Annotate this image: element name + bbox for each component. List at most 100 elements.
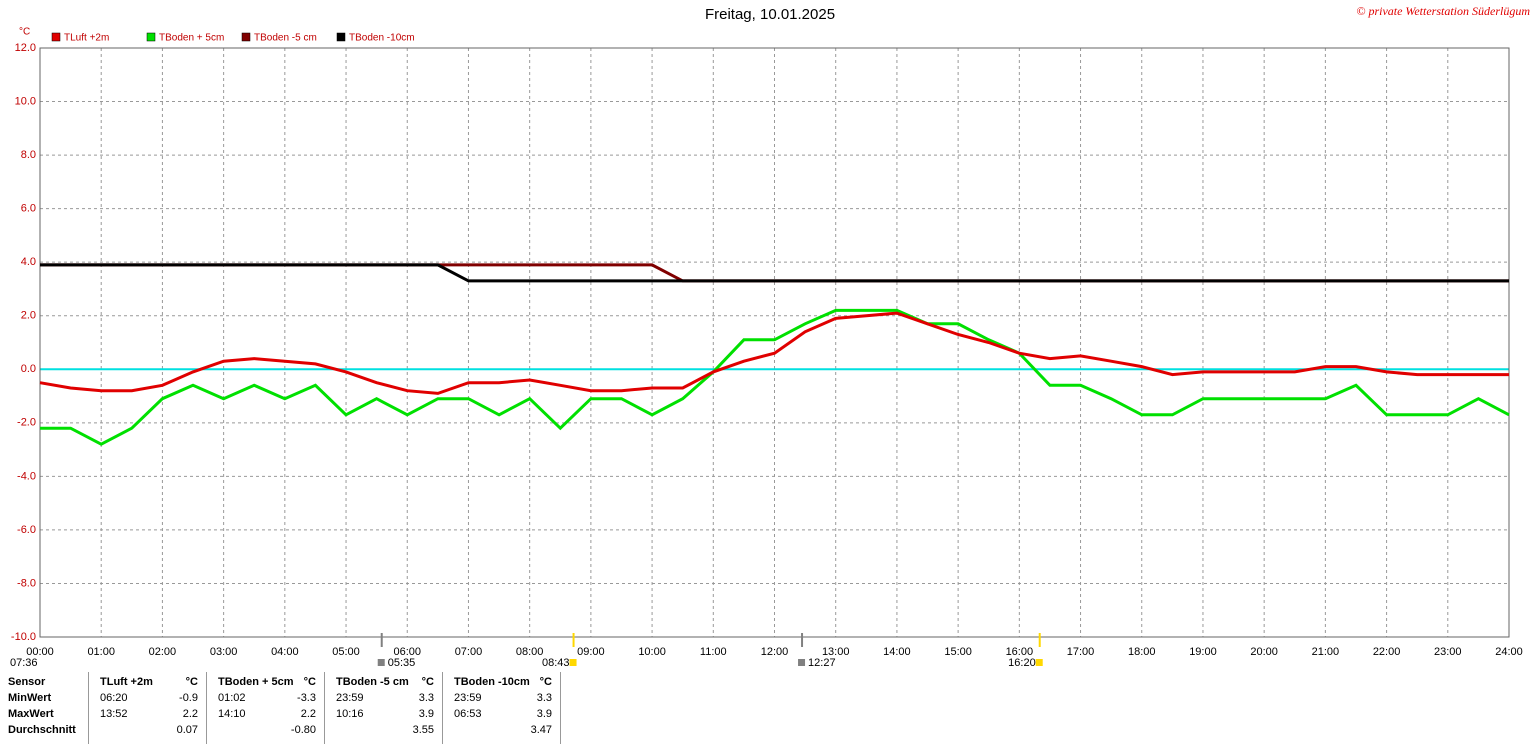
- event-label: 05:35: [388, 657, 416, 669]
- series-line: [40, 308, 1510, 446]
- x-tick-label: 08:00: [516, 646, 544, 658]
- stats-table: Sensor TLuft +2m °C TBoden + 5cm °C TBoden -5…: [0, 672, 562, 744]
- table-cell: °C: [185, 676, 198, 688]
- chart: Freitag, 10.01.2025 © private Wetterstat…: [10, 4, 1530, 669]
- chart-title: Freitag, 10.01.2025: [705, 6, 835, 23]
- table-cell: 01:02: [218, 692, 246, 704]
- table-divider: [324, 672, 325, 744]
- table-cell: 3.9: [536, 708, 552, 720]
- table-cell: 23:59: [454, 692, 482, 704]
- x-tick-label: 07:00: [455, 646, 483, 658]
- table-divider: [560, 672, 561, 744]
- table-divider: [206, 672, 207, 744]
- table-cell: MinWert: [8, 692, 52, 704]
- table-cell: 3.47: [530, 724, 552, 736]
- copyright: © private Wetterstation Süderlügum: [1356, 4, 1530, 18]
- event-label: 12:27: [808, 657, 836, 669]
- table-cell: -0.80: [290, 724, 316, 736]
- table-cell: 3.55: [412, 724, 434, 736]
- y-tick-label: 4.0: [21, 256, 36, 268]
- x-tick-label: 13:00: [822, 646, 850, 658]
- table-divider: [88, 672, 89, 744]
- table-cell: 06:20: [100, 692, 128, 704]
- x-tick-label: 21:00: [1312, 646, 1340, 658]
- table-cell: 23:59: [336, 692, 364, 704]
- y-tick-label: 6.0: [21, 203, 36, 215]
- x-tick-label: 10:00: [638, 646, 666, 658]
- legend-swatch: [336, 32, 346, 42]
- y-tick-label: -4.0: [17, 470, 36, 482]
- legend-swatch: [146, 32, 156, 42]
- table-cell: -0.9: [179, 692, 198, 704]
- series-line: [40, 263, 1509, 283]
- x-tick-label: 00:00: [26, 646, 54, 658]
- x-tick-label: 24:00: [1495, 646, 1523, 658]
- y-tick-label: 8.0: [21, 149, 36, 161]
- x-tick-label: 16:00: [1006, 646, 1034, 658]
- x-tick-label: 20:00: [1250, 646, 1278, 658]
- y-unit: °C: [19, 27, 30, 38]
- x-tick-label: 01:00: [87, 646, 115, 658]
- table-divider: [442, 672, 443, 744]
- table-cell: 2.2: [300, 708, 316, 720]
- table-cell: TBoden -5 cm: [336, 676, 409, 688]
- table-cell: Sensor: [8, 676, 46, 688]
- event-icon: [569, 659, 577, 666]
- table-cell: °C: [539, 676, 552, 688]
- x-tick-label: 19:00: [1189, 646, 1217, 658]
- table-cell: 3.9: [418, 708, 434, 720]
- table-cell: 13:52: [100, 708, 128, 720]
- table-cell: 2.2: [182, 708, 198, 720]
- x-tick-label: 03:00: [210, 646, 238, 658]
- x-tick-label: 17:00: [1067, 646, 1095, 658]
- y-tick-label: -10.0: [11, 631, 36, 643]
- y-tick-label: 0.0: [21, 363, 36, 375]
- x-tick-label: 04:00: [271, 646, 299, 658]
- x-tick-label: 22:00: [1373, 646, 1401, 658]
- event-label: 16:20: [1008, 657, 1036, 669]
- x-tick-label: 06:00: [393, 646, 421, 658]
- table-cell: 0.07: [176, 724, 198, 736]
- left-note: 07:36: [10, 657, 38, 669]
- table-cell: °C: [303, 676, 316, 688]
- event-label: 08:43: [542, 657, 570, 669]
- y-tick-label: -8.0: [17, 577, 36, 589]
- event-icon: [377, 659, 385, 666]
- series-line: [39, 311, 1509, 395]
- event-icon: [1035, 659, 1043, 666]
- y-tick-label: -2.0: [17, 417, 36, 429]
- legend-label: TBoden + 5cm: [159, 33, 224, 44]
- table-cell: TLuft +2m: [100, 676, 153, 688]
- y-tick-label: 2.0: [21, 310, 36, 322]
- legend-label: TLuft +2m: [64, 33, 109, 44]
- table-cell: TBoden + 5cm: [218, 676, 294, 688]
- table-cell: 3.3: [536, 692, 552, 704]
- x-tick-label: 05:00: [332, 646, 360, 658]
- y-tick-label: 10.0: [15, 95, 36, 107]
- table-cell: Durchschnitt: [8, 724, 76, 736]
- table-cell: 10:16: [336, 708, 364, 720]
- table-cell: 06:53: [454, 708, 482, 720]
- table-cell: 14:10: [218, 708, 246, 720]
- x-tick-label: 18:00: [1128, 646, 1156, 658]
- x-tick-label: 02:00: [149, 646, 177, 658]
- x-tick-label: 15:00: [944, 646, 972, 658]
- y-tick-label: 12.0: [15, 42, 36, 54]
- plot-frame: [39, 47, 1510, 638]
- x-tick-label: 12:00: [761, 646, 789, 658]
- x-tick-label: 09:00: [577, 646, 605, 658]
- legend-swatch: [241, 32, 251, 42]
- table-cell: 3.3: [418, 692, 434, 704]
- x-tick-label: 23:00: [1434, 646, 1462, 658]
- table-cell: -3.3: [297, 692, 316, 704]
- event-icon: [798, 659, 806, 666]
- legend-label: TBoden -5 cm: [254, 33, 317, 44]
- y-tick-label: -6.0: [17, 524, 36, 536]
- legend-label: TBoden -10cm: [349, 33, 415, 44]
- table-cell: MaxWert: [8, 708, 54, 720]
- table-cell: °C: [421, 676, 434, 688]
- x-tick-label: 11:00: [700, 646, 727, 658]
- table-cell: TBoden -10cm: [454, 676, 530, 688]
- x-tick-label: 14:00: [883, 646, 911, 658]
